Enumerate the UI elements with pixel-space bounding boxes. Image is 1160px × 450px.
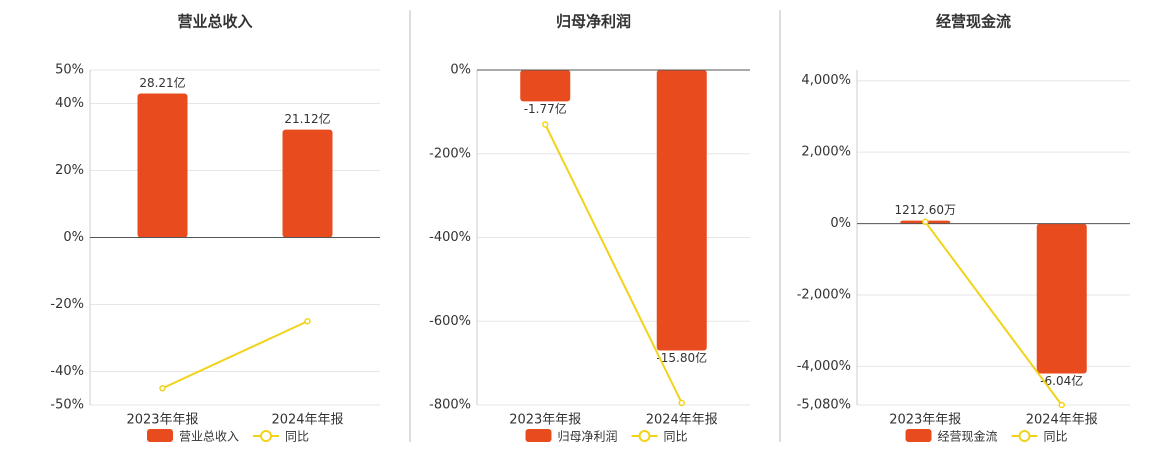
marker bbox=[1058, 401, 1065, 409]
marker bbox=[304, 318, 311, 325]
y-tick-label: 40% bbox=[55, 96, 84, 111]
bar bbox=[137, 93, 188, 238]
legend-label: 同比 bbox=[285, 430, 309, 444]
y-tick-label: -40% bbox=[50, 364, 84, 379]
chart-title: 营业总收入 bbox=[177, 13, 252, 31]
y-tick-label: 0% bbox=[63, 230, 84, 245]
data-label: -1.77亿 bbox=[524, 101, 567, 116]
legend-label: 营业总收入 bbox=[179, 430, 239, 444]
legend-label: 同比 bbox=[1044, 430, 1068, 444]
bar bbox=[656, 70, 707, 351]
x-tick-label: 2024年年报 bbox=[646, 413, 718, 428]
legend-label: 归母净利润 bbox=[558, 430, 618, 444]
legend-swatch bbox=[1018, 430, 1031, 442]
y-tick-label: 0% bbox=[830, 216, 851, 231]
x-tick-label: 2024年年报 bbox=[271, 413, 343, 428]
y-tick-label: -800% bbox=[429, 398, 471, 413]
data-label: 1212.60万 bbox=[894, 203, 956, 217]
data-label: -6.04亿 bbox=[1040, 373, 1083, 388]
legend-swatch bbox=[147, 429, 173, 442]
line bbox=[162, 320, 308, 390]
y-tick-label: -200% bbox=[429, 146, 471, 161]
bar bbox=[282, 129, 333, 238]
chart-title: 经营现金流 bbox=[936, 13, 1011, 31]
data-label: -15.80亿 bbox=[656, 350, 707, 365]
y-tick-label: 20% bbox=[55, 163, 84, 178]
data-label: 21.12亿 bbox=[284, 111, 330, 126]
marker bbox=[159, 385, 166, 392]
marker bbox=[678, 399, 685, 407]
x-tick-label: 2024年年报 bbox=[1026, 413, 1098, 428]
x-tick-label: 2023年年报 bbox=[126, 413, 198, 428]
y-tick-label: -4,000% bbox=[797, 359, 851, 374]
data-label: 28.21亿 bbox=[139, 75, 185, 90]
x-tick-label: 2023年年报 bbox=[889, 413, 961, 428]
legend-label: 同比 bbox=[664, 430, 688, 444]
legend-swatch bbox=[525, 429, 552, 442]
y-tick-label: -20% bbox=[50, 297, 84, 312]
y-tick-label: -2,000% bbox=[797, 288, 851, 303]
y-tick-label: 2,000% bbox=[801, 145, 851, 160]
y-tick-label: 0% bbox=[450, 63, 471, 78]
legend-swatch bbox=[905, 429, 932, 442]
y-tick-label: -50% bbox=[50, 398, 84, 413]
legend-swatch bbox=[260, 430, 273, 442]
line bbox=[544, 123, 683, 404]
line bbox=[924, 221, 1063, 406]
bar bbox=[1036, 223, 1087, 374]
chart-title: 归母净利润 bbox=[556, 13, 631, 31]
y-tick-label: 4,000% bbox=[801, 73, 851, 88]
legend-label: 经营现金流 bbox=[938, 429, 998, 444]
y-tick-label: -400% bbox=[429, 230, 471, 245]
legend-swatch bbox=[638, 430, 651, 442]
y-tick-label: -600% bbox=[429, 314, 471, 329]
x-tick-label: 2023年年报 bbox=[509, 413, 581, 428]
y-tick-label: -5,080% bbox=[797, 398, 851, 413]
marker bbox=[922, 218, 929, 226]
bar bbox=[520, 70, 571, 102]
marker bbox=[542, 121, 549, 128]
y-tick-label: 50% bbox=[55, 63, 84, 78]
